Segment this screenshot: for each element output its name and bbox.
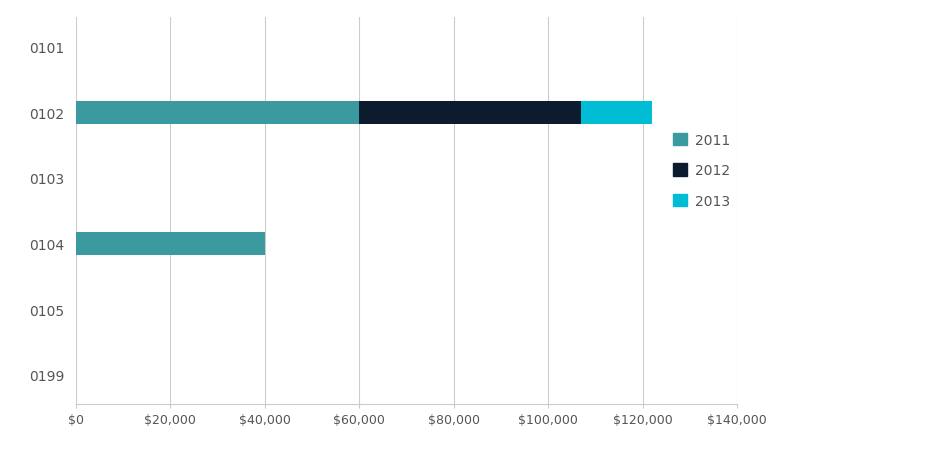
Bar: [76, 101, 359, 124]
Legend: 2011, 2012, 2013: 2011, 2012, 2013: [672, 133, 730, 208]
Bar: [581, 101, 651, 124]
Bar: [76, 232, 264, 255]
Bar: [359, 101, 581, 124]
